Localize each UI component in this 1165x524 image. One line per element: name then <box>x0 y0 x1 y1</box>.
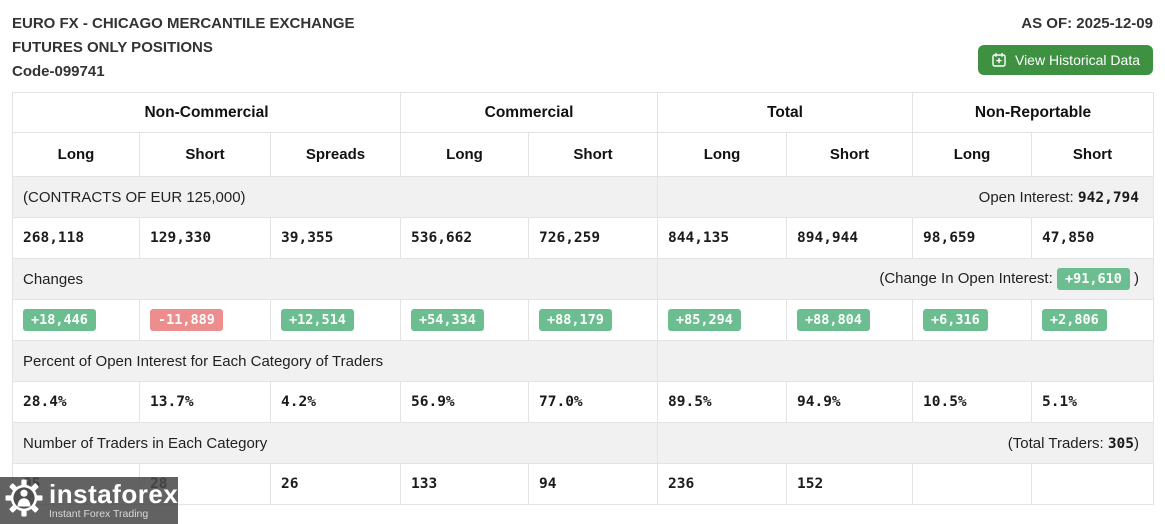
table-cell: +54,334 <box>400 299 529 341</box>
change-badge: +2,806 <box>1042 309 1107 331</box>
col-header: Short <box>1031 132 1155 177</box>
table-cell: 726,259 <box>527 217 659 259</box>
total-traders-label: (Total Traders: <box>1007 434 1108 452</box>
total-traders-value: 305 <box>1107 435 1135 452</box>
change-oi-badge: +91,610 <box>1056 268 1130 290</box>
table-cell: 536,662 <box>400 217 529 259</box>
change-oi-cell: (Change In Open Interest: +91,610 ) <box>657 258 1155 300</box>
change-badge: +88,179 <box>539 309 612 331</box>
table-cell: +12,514 <box>270 299 401 341</box>
table-cell: 77.0% <box>527 381 659 423</box>
changes-row: +18,446 -11,889 +12,514 +54,334 +88,179 … <box>12 299 1155 341</box>
table-cell: 26 <box>270 463 401 505</box>
positions-row: 268,118 129,330 39,355 536,662 726,259 8… <box>12 217 1155 259</box>
col-header: Short <box>527 132 659 177</box>
traders-band-row: Number of Traders in Each Category (Tota… <box>11 422 1155 464</box>
as-of-date: AS OF: 2025-12-09 <box>1021 15 1153 32</box>
table-cell: 28.4% <box>12 381 140 423</box>
changes-band-row: Changes (Change In Open Interest: +91,61… <box>11 258 1155 300</box>
changes-label: Changes <box>11 258 659 300</box>
table-cell: 47,850 <box>1031 217 1155 259</box>
col-header: Short <box>139 132 271 177</box>
contracts-band-row: (CONTRACTS OF EUR 125,000) Open Interest… <box>11 176 1155 218</box>
page-header: EURO FX - CHICAGO MERCANTILE EXCHANGE FU… <box>0 0 1165 92</box>
table-cell: 56.9% <box>400 381 529 423</box>
table-cell: 236 <box>657 463 788 505</box>
sub-header-row: Long Short Spreads Long Short Long Short… <box>12 132 1155 177</box>
calendar-plus-icon <box>991 52 1007 68</box>
table-cell <box>1031 463 1155 505</box>
table-cell: +18,446 <box>12 299 140 341</box>
table-cell: 129,330 <box>139 217 271 259</box>
percent-row: 28.4% 13.7% 4.2% 56.9% 77.0% 89.5% 94.9%… <box>12 381 1155 423</box>
percent-band-right <box>657 340 1155 382</box>
view-historical-data-button[interactable]: View Historical Data <box>977 45 1153 75</box>
report-subtitle: FUTURES ONLY POSITIONS <box>12 39 213 56</box>
col-header: Long <box>400 132 529 177</box>
table-cell: +6,316 <box>912 299 1033 341</box>
total-traders-suffix: ) <box>1134 434 1140 452</box>
report-title-block: EURO FX - CHICAGO MERCANTILE EXCHANGE FU… <box>12 12 355 84</box>
instaforex-gear-logo-icon <box>4 478 44 523</box>
group-non-commercial: Non-Commercial <box>12 92 401 133</box>
table-cell: 268,118 <box>12 217 140 259</box>
table-cell: +2,806 <box>1031 299 1155 341</box>
group-non-reportable: Non-Reportable <box>912 92 1155 133</box>
open-interest-value: 942,794 <box>1077 189 1140 206</box>
view-historical-data-label: View Historical Data <box>1014 52 1140 68</box>
group-header-row: Non-Commercial Commercial Total Non-Repo… <box>12 92 1155 133</box>
table-cell: 13.7% <box>139 381 271 423</box>
change-badge: +12,514 <box>281 309 354 331</box>
change-oi-label: (Change In Open Interest: <box>879 270 1057 287</box>
report-title: EURO FX - CHICAGO MERCANTILE EXCHANGE <box>12 15 355 32</box>
header-right: AS OF: 2025-12-09 View Historical Data <box>977 12 1153 75</box>
table-cell: 39,355 <box>270 217 401 259</box>
table-cell: +88,179 <box>527 299 659 341</box>
traders-row: 95 28 26 133 94 236 152 <box>12 463 1155 505</box>
watermark-text: instaforex Instant Forex Trading <box>49 481 178 520</box>
table-cell: 152 <box>786 463 914 505</box>
table-cell: 844,135 <box>657 217 788 259</box>
table-cell: 133 <box>400 463 529 505</box>
change-badge: +6,316 <box>923 309 988 331</box>
report-code: Code-099741 <box>12 63 105 80</box>
change-badge: -11,889 <box>150 309 223 331</box>
table-cell: 98,659 <box>912 217 1033 259</box>
change-oi-suffix: ) <box>1129 270 1140 287</box>
table-cell: 10.5% <box>912 381 1033 423</box>
col-header: Long <box>912 132 1033 177</box>
change-badge: +85,294 <box>668 309 741 331</box>
percent-band-row: Percent of Open Interest for Each Catego… <box>11 340 1155 382</box>
table-cell <box>912 463 1033 505</box>
table-cell: 894,944 <box>786 217 914 259</box>
group-total: Total <box>657 92 914 133</box>
col-header: Long <box>12 132 140 177</box>
table-cell: 5.1% <box>1031 381 1155 423</box>
change-badge: +88,804 <box>797 309 870 331</box>
table-cell: -11,889 <box>139 299 271 341</box>
instaforex-watermark: instaforex Instant Forex Trading <box>0 477 178 524</box>
table-cell: +88,804 <box>786 299 914 341</box>
table-cell: 89.5% <box>657 381 788 423</box>
col-header: Spreads <box>270 132 401 177</box>
total-traders-cell: (Total Traders: 305) <box>657 422 1155 464</box>
table-cell: 94.9% <box>786 381 914 423</box>
watermark-brand: instaforex <box>49 479 179 510</box>
change-badge: +18,446 <box>23 309 96 331</box>
col-header: Long <box>657 132 788 177</box>
table-cell: +85,294 <box>657 299 788 341</box>
traders-label: Number of Traders in Each Category <box>11 422 659 464</box>
cot-positions-table: Non-Commercial Commercial Total Non-Repo… <box>11 92 1155 505</box>
open-interest-label: Open Interest: <box>978 188 1078 206</box>
percent-label: Percent of Open Interest for Each Catego… <box>11 340 659 382</box>
contracts-label: (CONTRACTS OF EUR 125,000) <box>11 176 659 218</box>
table-cell: 4.2% <box>270 381 401 423</box>
col-header: Short <box>786 132 914 177</box>
change-badge: +54,334 <box>411 309 484 331</box>
watermark-tagline: Instant Forex Trading <box>49 508 149 521</box>
open-interest-cell: Open Interest: 942,794 <box>657 176 1155 218</box>
group-commercial: Commercial <box>399 92 659 133</box>
table-cell: 94 <box>527 463 659 505</box>
